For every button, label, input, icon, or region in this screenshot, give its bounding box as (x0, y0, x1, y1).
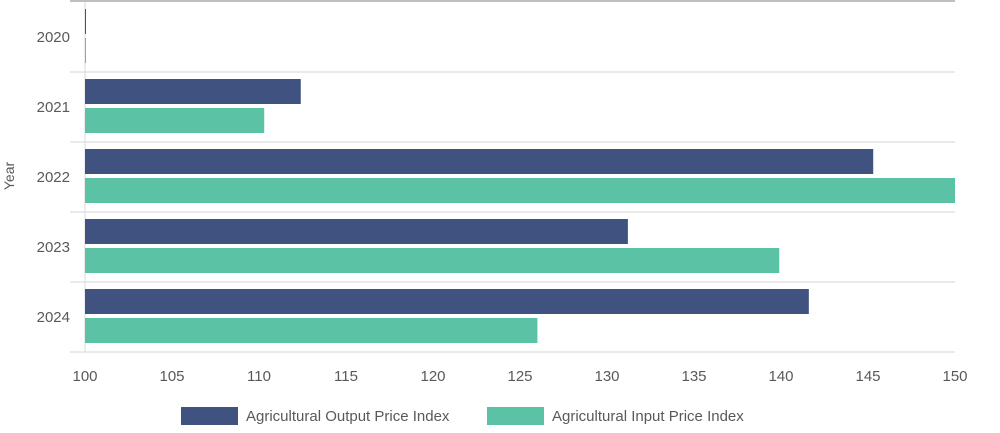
bar-input-2020 (85, 38, 86, 63)
y-axis-label: Year (1, 162, 17, 191)
y-tick-label: 2022 (37, 169, 70, 186)
x-tick-label: 110 (247, 368, 271, 385)
x-tick-label: 135 (681, 368, 706, 385)
x-tick-label: 145 (855, 368, 880, 385)
gridlines (70, 0, 955, 353)
bar-output-2023 (85, 219, 628, 244)
y-axis-ticks: 2020 2021 2022 2023 2024 (37, 29, 70, 326)
y-tick-label: 2020 (37, 29, 70, 46)
x-tick-label: 140 (768, 368, 793, 385)
x-tick-label: 125 (507, 368, 532, 385)
bar-input-2024 (85, 318, 538, 343)
bar-input-2021 (85, 108, 265, 133)
legend-swatch (487, 407, 544, 425)
bar-output-2020 (85, 9, 86, 34)
x-tick-label: 100 (72, 368, 97, 385)
x-tick-label: 150 (942, 368, 967, 385)
legend-swatch (181, 407, 238, 425)
legend-label: Agricultural Output Price Index (246, 408, 450, 425)
legend: Agricultural Output Price Index Agricultu… (181, 407, 744, 425)
x-tick-label: 130 (594, 368, 619, 385)
x-tick-label: 115 (334, 368, 358, 385)
bar-input-2023 (85, 248, 780, 273)
x-axis-ticks: 100 105 110 115 120 125 130 135 140 145 150 (72, 368, 967, 385)
x-tick-label: 105 (159, 368, 184, 385)
y-tick-label: 2021 (37, 99, 70, 116)
bar-input-2022 (85, 178, 955, 203)
legend-label: Agricultural Input Price Index (552, 408, 744, 425)
bar-output-2022 (85, 149, 874, 174)
y-tick-label: 2024 (37, 309, 70, 326)
y-tick-label: 2023 (37, 239, 70, 256)
bars (85, 9, 955, 343)
bar-output-2021 (85, 79, 301, 104)
x-tick-label: 120 (420, 368, 445, 385)
bar-output-2024 (85, 289, 809, 314)
